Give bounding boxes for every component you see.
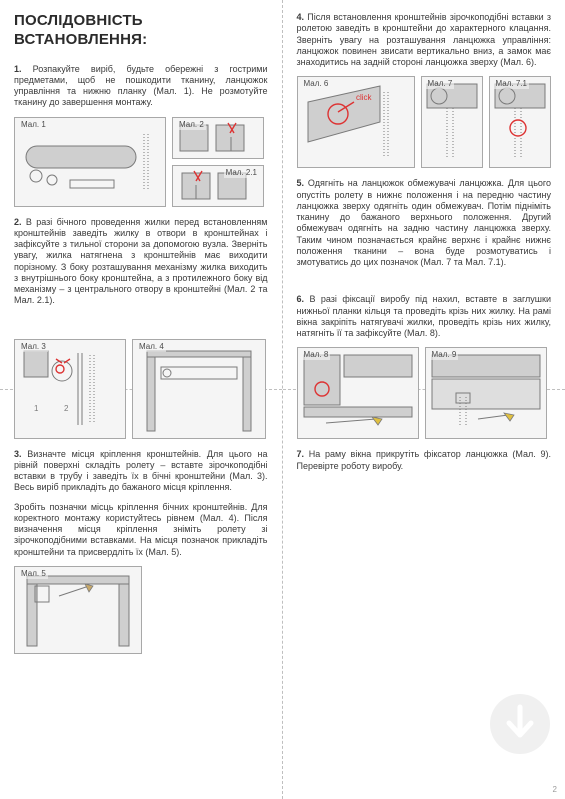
figure-7-1-illustration bbox=[493, 82, 547, 162]
figure-9: Мал. 9 bbox=[425, 347, 547, 439]
figure-8-caption: Мал. 8 bbox=[302, 350, 331, 360]
step-4-num: 4. bbox=[297, 12, 305, 22]
step-1-body: Розпакуйте виріб, будьте обережні з гост… bbox=[14, 64, 268, 108]
figure-7-1-caption: Мал. 7.1 bbox=[494, 79, 529, 89]
step-6-num: 6. bbox=[297, 294, 305, 304]
figure-8-illustration bbox=[302, 353, 414, 433]
figure-row-2: Мал. 3 1 2 Мал. 4 bbox=[14, 339, 268, 439]
svg-text:2: 2 bbox=[64, 404, 69, 413]
figure-2: Мал. 2 bbox=[172, 117, 264, 159]
step-5-body: Одягніть на ланцюжок обмежувачі ланцюжка… bbox=[297, 178, 552, 267]
figure-4-illustration bbox=[137, 345, 261, 433]
step-7-num: 7. bbox=[297, 449, 305, 459]
figure-5-caption: Мал. 5 bbox=[19, 569, 48, 579]
step-1-num: 1. bbox=[14, 64, 22, 74]
watermark-icon bbox=[485, 689, 555, 759]
step-3-num: 3. bbox=[14, 449, 22, 459]
figure-3: Мал. 3 1 2 bbox=[14, 339, 126, 439]
step-5-text: 5. Одягніть на ланцюжок обмежувачі ланцю… bbox=[297, 178, 552, 268]
step-1-text: 1. Розпакуйте виріб, будьте обережні з г… bbox=[14, 64, 268, 109]
step-7-text: 7. На раму вікна прикрутіть фіксатор лан… bbox=[297, 449, 552, 472]
figure-row-4: Мал. 6 click Мал. 7 bbox=[297, 76, 552, 168]
figure-row-1: Мал. 1 Мал. 2 bbox=[14, 117, 268, 207]
figure-5-illustration bbox=[19, 572, 137, 648]
figure-3-illustration: 1 2 bbox=[20, 345, 120, 433]
step-2-body: В разі бічного проведення жилки перед вс… bbox=[14, 217, 268, 306]
step-6-body: В разі фіксації виробу під нахил, вставт… bbox=[297, 294, 552, 338]
figure-2-1: Мал. 2.1 bbox=[172, 165, 264, 207]
step-4-body: Після встановлення кронштейнів зірочкопо… bbox=[297, 12, 552, 67]
figure-6: Мал. 6 click bbox=[297, 76, 415, 168]
figure-1-illustration bbox=[20, 124, 160, 200]
step-5-num: 5. bbox=[297, 178, 305, 188]
figure-6-caption: Мал. 6 bbox=[302, 79, 331, 89]
step-6-text: 6. В разі фіксації виробу під нахил, вст… bbox=[297, 294, 552, 339]
right-column: 4. Після встановлення кронштейнів зірочк… bbox=[283, 0, 565, 799]
figure-2-1-caption: Мал. 2.1 bbox=[224, 168, 259, 178]
figure-4: Мал. 4 bbox=[132, 339, 266, 439]
page-title: ПОСЛІДОВНІСТЬ ВСТАНОВЛЕННЯ: bbox=[14, 12, 268, 50]
step-3a-body: Визначте місця кріплення кронштейнів. Дл… bbox=[14, 449, 268, 493]
figure-3-caption: Мал. 3 bbox=[19, 342, 48, 352]
figure-2-caption: Мал. 2 bbox=[177, 120, 206, 130]
step-2-text: 2. В разі бічного проведення жилки перед… bbox=[14, 217, 268, 307]
figure-9-caption: Мал. 9 bbox=[430, 350, 459, 360]
figure-7: Мал. 7 bbox=[421, 76, 483, 168]
step-3a-text: 3. Визначте місця кріплення кронштейнів.… bbox=[14, 449, 268, 494]
step-7-body: На раму вікна прикрутіть фіксатор ланцюж… bbox=[297, 449, 552, 470]
figure-5: Мал. 5 bbox=[14, 566, 142, 654]
figure-8: Мал. 8 bbox=[297, 347, 419, 439]
figure-1-caption: Мал. 1 bbox=[19, 120, 48, 130]
svg-text:1: 1 bbox=[34, 404, 39, 413]
page-number: 2 bbox=[553, 785, 557, 795]
page: ПОСЛІДОВНІСТЬ ВСТАНОВЛЕННЯ: 1. Розпакуйт… bbox=[0, 0, 565, 799]
figure-row-3: Мал. 5 bbox=[14, 566, 268, 654]
figure-6-click-label: click bbox=[356, 93, 373, 102]
figure-7-caption: Мал. 7 bbox=[426, 79, 455, 89]
figure-7-1: Мал. 7.1 bbox=[489, 76, 551, 168]
left-column: ПОСЛІДОВНІСТЬ ВСТАНОВЛЕННЯ: 1. Розпакуйт… bbox=[0, 0, 283, 799]
figure-7-illustration bbox=[425, 82, 479, 162]
step-3b-text: Зробіть позначки місць кріплення бічних … bbox=[14, 502, 268, 558]
figure-1: Мал. 1 bbox=[14, 117, 166, 207]
step-2-num: 2. bbox=[14, 217, 22, 227]
figure-row-5: Мал. 8 Мал. 9 bbox=[297, 347, 552, 439]
step-4-text: 4. Після встановлення кронштейнів зірочк… bbox=[297, 12, 552, 68]
figure-6-illustration: click bbox=[302, 82, 410, 162]
figure-9-illustration bbox=[430, 353, 542, 433]
figure-4-caption: Мал. 4 bbox=[137, 342, 166, 352]
